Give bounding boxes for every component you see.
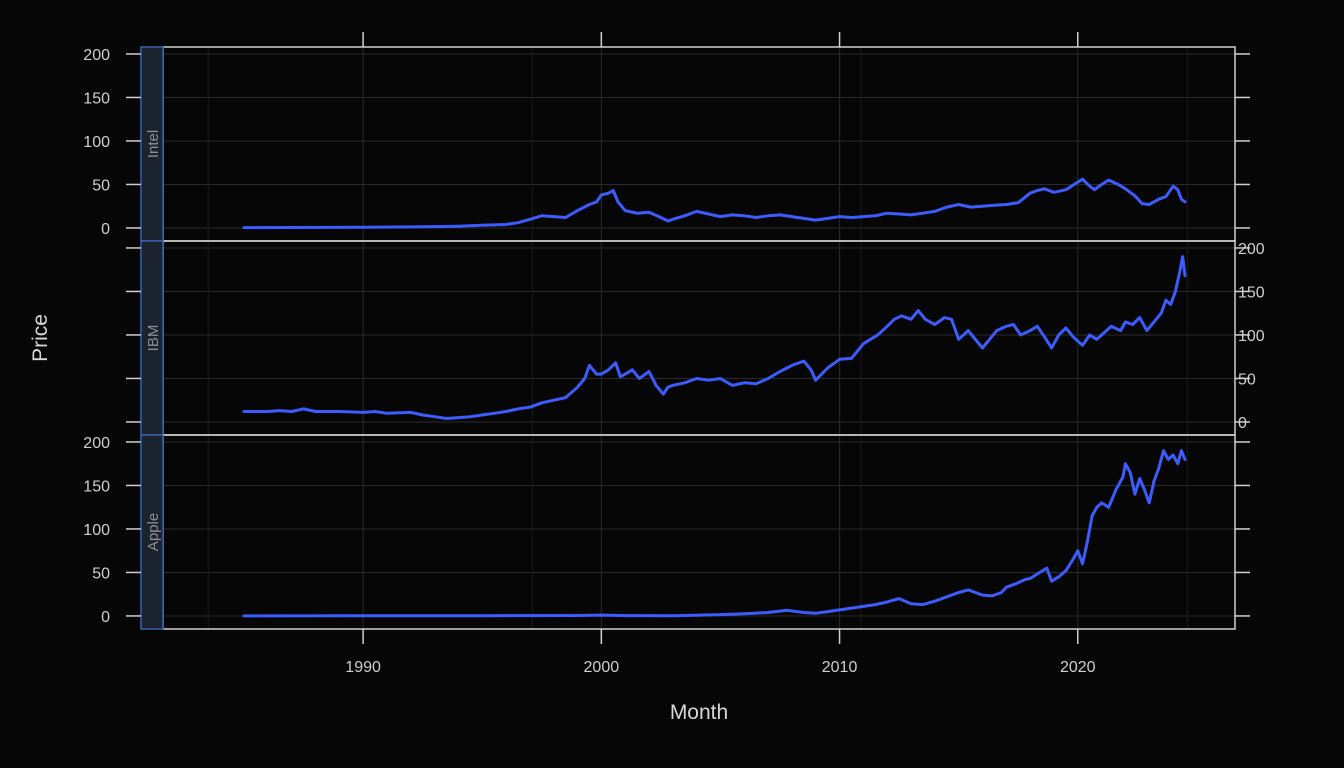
series-line-intel [242,177,1187,230]
x-tick-label: 2010 [822,659,858,676]
strip-label-apple: Apple [145,513,162,551]
y-tick-label: 100 [83,134,110,151]
y-axis-title: Price [29,314,52,362]
y-tick-label: 200 [83,47,110,64]
x-tick-label: 2000 [584,659,620,676]
y-tick-label: 0 [101,609,110,626]
y-tick-label: 200 [1238,241,1265,258]
y-tick-label: 50 [92,565,110,582]
x-axis-title: Month [670,701,728,724]
y-tick-label: 50 [1238,371,1256,388]
strip-label-intel: Intel [145,130,162,158]
series-line-apple [242,449,1187,618]
panels-group: Intel IBM Apple [140,46,1236,630]
x-tick-label: 1990 [345,659,381,676]
strip-label-ibm: IBM [145,325,162,352]
y-tick-label: 0 [1238,415,1247,432]
y-tick-label: 100 [83,522,110,539]
y-tick-label: 200 [83,435,110,452]
axes-group: 0501001502000501001502000501001502001990… [83,32,1265,676]
x-tick-label: 2020 [1060,659,1096,676]
y-tick-label: 150 [1238,284,1265,301]
y-tick-label: 50 [92,177,110,194]
y-tick-label: 0 [101,221,110,238]
y-tick-label: 100 [1238,328,1265,345]
strip-apple [140,434,164,630]
series-line-ibm [242,255,1187,420]
y-tick-label: 150 [83,478,110,495]
y-tick-label: 150 [83,90,110,107]
